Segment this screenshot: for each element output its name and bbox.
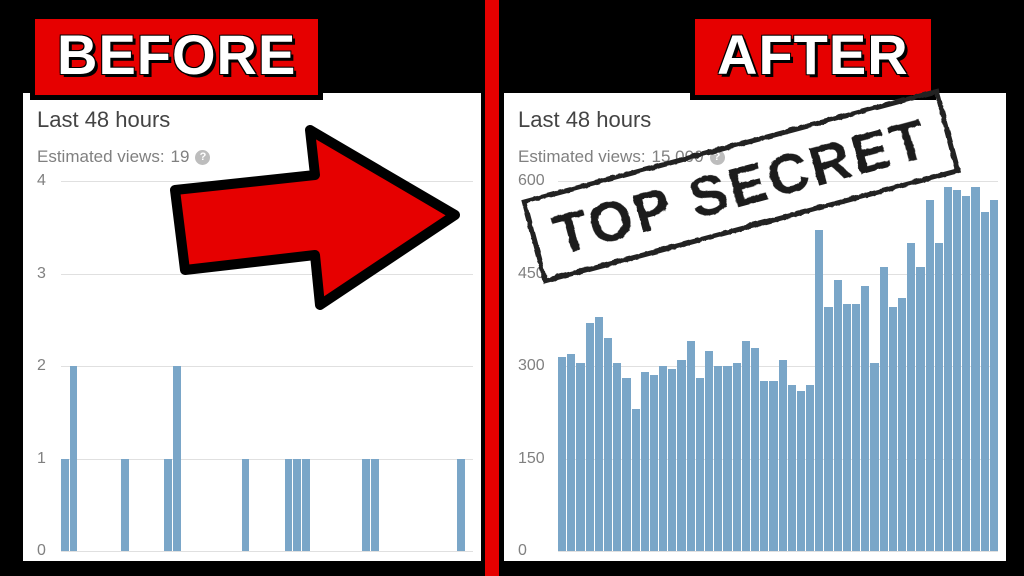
- gridline: [558, 551, 998, 552]
- help-icon[interactable]: ?: [710, 150, 725, 165]
- estimate-row: Estimated views: 19 ?: [37, 147, 210, 167]
- ytick-label: 450: [518, 265, 545, 283]
- bar: [242, 459, 250, 552]
- bar: [705, 351, 713, 551]
- bar: [723, 366, 731, 551]
- bar: [935, 243, 943, 551]
- bar: [677, 360, 685, 551]
- ytick-label: 300: [518, 357, 545, 375]
- bar: [926, 200, 934, 552]
- bar: [668, 369, 676, 551]
- bar: [576, 363, 584, 551]
- ytick-label: 150: [518, 450, 545, 468]
- period-label: Last 48 hours: [518, 107, 651, 133]
- bar: [604, 338, 612, 551]
- bar: [898, 298, 906, 551]
- bar: [457, 459, 465, 552]
- bar: [696, 378, 704, 551]
- bar: [971, 187, 979, 551]
- bar: [641, 372, 649, 551]
- ytick-label: 0: [518, 542, 527, 560]
- bar: [622, 378, 630, 551]
- bar: [990, 200, 998, 552]
- bar: [815, 230, 823, 551]
- bar: [285, 459, 293, 552]
- ytick-label: 1: [37, 450, 46, 468]
- bar: [632, 409, 640, 551]
- bar: [121, 459, 129, 552]
- bar: [870, 363, 878, 551]
- bar: [889, 307, 897, 551]
- bar: [362, 459, 370, 552]
- bar: [797, 391, 805, 551]
- bar: [907, 243, 915, 551]
- ytick-label: 4: [37, 172, 46, 190]
- bar: [751, 348, 759, 552]
- ytick-label: 0: [37, 542, 46, 560]
- after-panel: Last 48 hours Estimated views: 15,000 ? …: [504, 93, 1006, 561]
- bar: [916, 267, 924, 551]
- before-chart: 01234: [37, 181, 473, 551]
- bar: [834, 280, 842, 551]
- bar: [558, 357, 566, 551]
- before-badge: BEFORE: [30, 14, 323, 100]
- gridline: [61, 551, 473, 552]
- bar: [742, 341, 750, 551]
- bar: [760, 381, 768, 551]
- bar: [788, 385, 796, 552]
- bar: [880, 267, 888, 551]
- estimate-value: 15,000: [652, 147, 704, 167]
- bar: [733, 363, 741, 551]
- bar: [769, 381, 777, 551]
- bar: [650, 375, 658, 551]
- center-divider: [485, 0, 499, 576]
- bar: [173, 366, 181, 551]
- estimate-row: Estimated views: 15,000 ?: [518, 147, 725, 167]
- bar: [714, 366, 722, 551]
- plot-area: [558, 181, 998, 551]
- bar: [613, 363, 621, 551]
- bar: [944, 187, 952, 551]
- ytick-label: 3: [37, 265, 46, 283]
- bar: [371, 459, 379, 552]
- help-icon[interactable]: ?: [195, 150, 210, 165]
- bar: [843, 304, 851, 551]
- bar: [293, 459, 301, 552]
- ytick-label: 2: [37, 357, 46, 375]
- bar: [779, 360, 787, 551]
- bar: [687, 341, 695, 551]
- bar: [806, 385, 814, 552]
- estimate-value: 19: [171, 147, 190, 167]
- after-chart: 0150300450600: [518, 181, 998, 551]
- bar: [302, 459, 310, 552]
- bar: [61, 459, 69, 552]
- bar: [852, 304, 860, 551]
- bar: [824, 307, 832, 551]
- estimate-label: Estimated views:: [37, 147, 165, 167]
- ytick-label: 600: [518, 172, 545, 190]
- period-label: Last 48 hours: [37, 107, 170, 133]
- bar: [962, 196, 970, 551]
- bar: [981, 212, 989, 551]
- before-panel: Last 48 hours Estimated views: 19 ? 0 1 2 3…: [23, 93, 481, 561]
- bar: [567, 354, 575, 551]
- after-badge: AFTER: [690, 14, 936, 100]
- bar: [659, 366, 667, 551]
- bar: [595, 317, 603, 551]
- plot-area: [61, 181, 473, 551]
- bar: [953, 190, 961, 551]
- estimate-label: Estimated views:: [518, 147, 646, 167]
- bar: [164, 459, 172, 552]
- bar: [586, 323, 594, 551]
- bar: [861, 286, 869, 551]
- bar: [70, 366, 78, 551]
